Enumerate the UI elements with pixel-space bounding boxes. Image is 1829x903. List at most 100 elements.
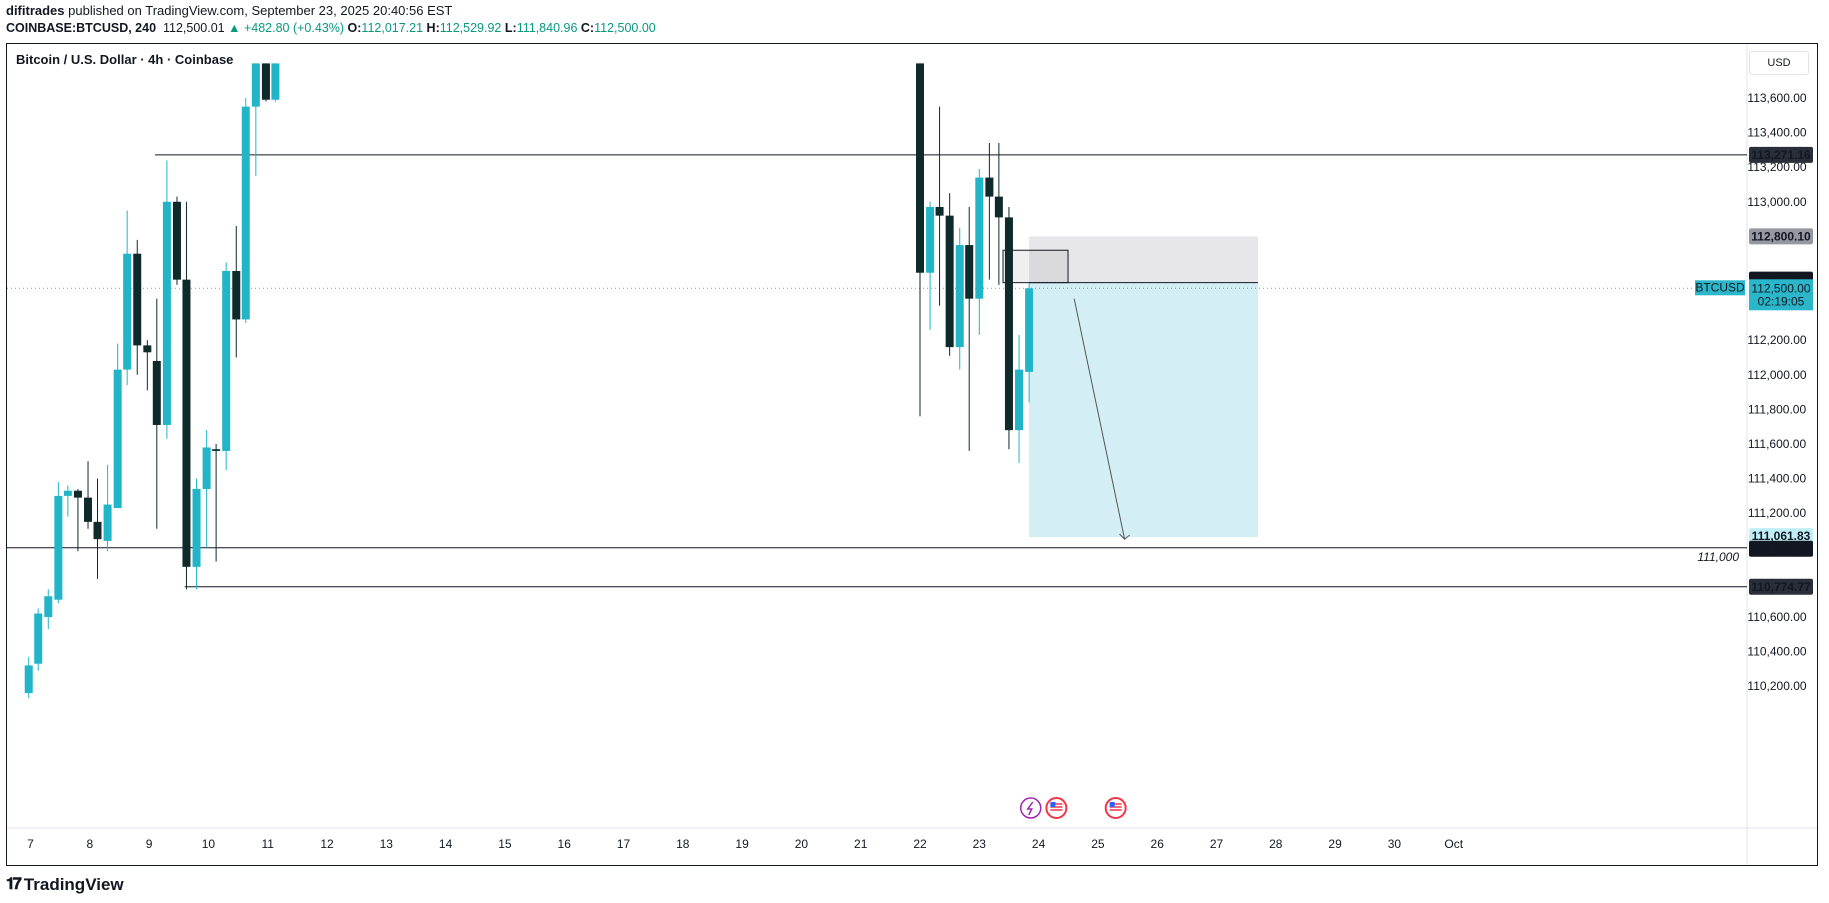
candle-up	[54, 495, 63, 600]
close-value: 112,500.00	[594, 21, 656, 35]
candle-down	[1004, 217, 1013, 431]
last-price-value: 112,500.01	[162, 21, 225, 35]
price-tick-label: 113,000.00	[1747, 195, 1806, 209]
ohlc-line: COINBASE:BTCUSD, 240 112,500.01 ▲ +482.8…	[6, 20, 656, 36]
event-icons[interactable]	[1019, 797, 1127, 819]
change-up-icon: ▲	[228, 21, 241, 35]
time-tick-label: 23	[973, 837, 987, 851]
resistance-price-label-bg	[1749, 146, 1813, 163]
time-tick-label: 13	[380, 837, 394, 851]
projection-arrow[interactable]	[1073, 298, 1130, 540]
time-axis[interactable]: 7 8 9 10 11 12 13 14 15 16 17 18 19 20 21 22 23 24 25 26 27 2…	[27, 837, 1464, 851]
time-tick-label: 25	[1091, 837, 1105, 851]
time-tick-label: 18	[676, 837, 690, 851]
target-price-label: 111,061.83	[1752, 529, 1811, 543]
candle-up	[103, 504, 112, 541]
open-label: O:	[347, 21, 362, 35]
price-tick-label: 111,200.00	[1748, 506, 1807, 520]
support-price-label: 111,000.00	[1752, 542, 1811, 556]
high-label: H:	[426, 21, 440, 35]
chart-legend-title[interactable]: Bitcoin / U.S. Dollar · 4h · Coinbase	[16, 52, 234, 67]
candle-up	[926, 206, 935, 273]
price-tick-label: 110,200.00	[1747, 679, 1806, 693]
candle-down	[73, 490, 82, 498]
candle-up	[34, 613, 43, 664]
position-target-zone[interactable]	[1029, 282, 1259, 538]
stop-price-label: 112,800.10	[1751, 229, 1811, 243]
horizontal-lines[interactable]	[7, 154, 1747, 588]
time-tick-label: 11	[261, 837, 274, 851]
tradingview-logo-icon: 𝟏𝟕	[6, 876, 22, 893]
support-price-label-bg	[1749, 540, 1813, 557]
publication-line: difitrades published on TradingView.com,…	[6, 3, 656, 20]
candle-down	[133, 253, 142, 346]
candle-up	[24, 665, 33, 694]
chart-svg[interactable]: 113,600.00 113,400.00 113,200.00 113,000.00…	[7, 44, 1818, 866]
price-tick-label: 110,400.00	[1747, 645, 1806, 659]
candle-up	[222, 271, 231, 451]
candle-up	[123, 253, 132, 370]
last-price-label: 112,500.00	[1751, 281, 1810, 295]
time-tick-label: 9	[146, 837, 153, 851]
price-tick-label: 111,600.00	[1748, 437, 1807, 451]
price-tick-label: 113,600.00	[1747, 91, 1806, 105]
author-name[interactable]: difitrades	[6, 3, 65, 18]
time-tick-label: 8	[86, 837, 93, 851]
candle-down	[93, 521, 102, 540]
price-tick-label: 111,800.00	[1748, 402, 1807, 416]
candle-down	[935, 206, 944, 216]
time-tick-label: 14	[439, 837, 453, 851]
candle-down	[261, 63, 270, 100]
candle-up	[241, 106, 250, 320]
candle-up	[202, 447, 211, 489]
low-value: 111,840.96	[516, 21, 578, 35]
symbol-tag: BTCUSD	[1695, 280, 1745, 294]
candle-up	[251, 63, 260, 107]
chart-header: difitrades published on TradingView.com,…	[6, 3, 656, 36]
published-text: published on TradingView.com, September …	[64, 3, 453, 18]
price-tick-label: 113,400.00	[1747, 126, 1806, 140]
candle-up	[113, 369, 122, 509]
candle-up	[975, 177, 984, 299]
time-tick-label: 16	[558, 837, 572, 851]
price-labels: 113,271.16112,800.10112,532.59112,500.00…	[1695, 146, 1813, 595]
arrow-head	[1119, 533, 1130, 540]
footer-logo[interactable]: 𝟏𝟕 TradingView	[6, 874, 124, 896]
candles	[24, 63, 1034, 699]
candle-down	[994, 196, 1003, 218]
position-stop-zone[interactable]	[1029, 236, 1259, 283]
lightning-event-icon[interactable]	[1019, 797, 1042, 819]
time-tick-label: 10	[202, 837, 216, 851]
time-tick-label: 21	[854, 837, 868, 851]
close-label: C:	[580, 21, 595, 35]
open-value: 112,017.21	[361, 21, 424, 35]
arrow-line[interactable]	[1073, 298, 1126, 540]
candle-down	[152, 360, 161, 425]
countdown-label: 02:19:05	[1758, 294, 1805, 308]
low-label: L:	[504, 21, 517, 35]
price-axis[interactable]: 113,600.00 113,400.00 113,200.00 113,000.00…	[1747, 91, 1806, 693]
candle-down	[143, 345, 152, 353]
candle-up	[44, 596, 53, 617]
candle-up	[63, 490, 72, 496]
candle-down	[965, 245, 974, 299]
low-price-label: 110,774.77	[1751, 580, 1811, 594]
candle-up	[955, 245, 964, 348]
time-tick-label: 15	[498, 837, 512, 851]
price-tick-label: 110,600.00	[1747, 610, 1806, 624]
time-tick-label: 22	[913, 837, 927, 851]
short-position-tool[interactable]	[1002, 236, 1259, 538]
resistance-price-label: 113,271.16	[1751, 148, 1811, 162]
chart-frame[interactable]: 113,600.00 113,400.00 113,200.00 113,000.00…	[6, 43, 1818, 866]
symbol-tag-bg	[1695, 280, 1745, 296]
entry-box[interactable]	[1002, 249, 1069, 284]
flag-canton	[1109, 802, 1115, 807]
time-tick-label: 27	[1210, 837, 1224, 851]
time-tick-label: 17	[617, 837, 631, 851]
support-note: 111,000	[1697, 550, 1739, 564]
us-flag-event-icon[interactable]	[1104, 797, 1127, 819]
last-price-bg	[1749, 279, 1813, 311]
currency-button[interactable]: USD	[1749, 51, 1809, 75]
candle-down	[985, 177, 994, 197]
us-flag-event-icon[interactable]	[1045, 797, 1068, 819]
